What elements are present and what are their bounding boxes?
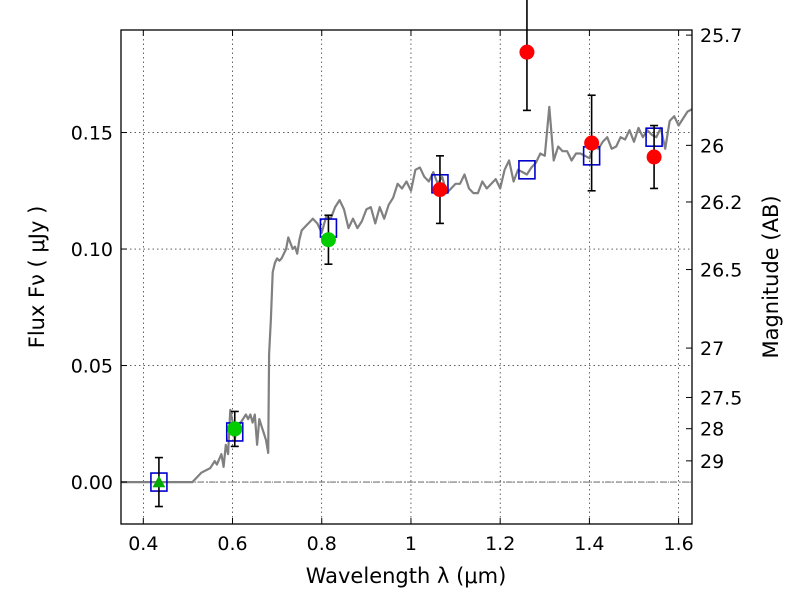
model-spectrum <box>121 105 693 484</box>
flux-point <box>227 421 243 437</box>
y2-tick-label: 26 <box>700 135 724 157</box>
y-axis-label: Flux Fν ( μJy ) <box>25 206 49 349</box>
data-point <box>432 155 448 225</box>
flux-point <box>432 182 448 198</box>
y2-tick-label: 28 <box>700 419 724 441</box>
y2-tick-label: 29 <box>700 451 724 473</box>
y-tick-label: 0.05 <box>71 356 113 378</box>
y2-tick-label: 26.5 <box>700 260 742 282</box>
plot-frame <box>120 29 693 525</box>
flux-point <box>584 135 600 151</box>
data-point <box>320 214 336 265</box>
data-point <box>584 94 600 192</box>
y-tick-label: 0.10 <box>71 239 113 261</box>
x-tick-label: 1 <box>405 533 417 555</box>
y-tick-label: 0.15 <box>71 123 113 145</box>
flux-point <box>646 149 662 165</box>
axis-ticks: 0.4 0.6 0.8 1 1.2 1.4 1.6 0.00 0.05 0.10 0.15 25.7 2… <box>71 25 743 555</box>
flux-point <box>519 44 535 60</box>
data-point <box>227 410 243 448</box>
y2-axis-label: Magnitude (AB) <box>759 195 783 358</box>
y-tick-label: 0.00 <box>71 472 113 494</box>
flux-point <box>320 232 336 248</box>
data-point <box>646 124 662 190</box>
x-tick-label: 0.8 <box>307 533 337 555</box>
x-axis-label: Wavelength λ (μm) <box>306 564 507 588</box>
x-tick-label: 1.4 <box>574 533 604 555</box>
y2-tick-label: 26.2 <box>700 192 742 214</box>
grid <box>121 30 692 524</box>
upper-limit-triangle <box>152 475 166 488</box>
data-marks <box>150 0 663 508</box>
x-tick-label: 1.2 <box>485 533 515 555</box>
y2-tick-label: 27 <box>700 338 724 360</box>
data-point <box>152 456 166 508</box>
model-photometry-square <box>518 160 536 180</box>
data-point <box>519 0 535 112</box>
y2-tick-label: 27.5 <box>700 387 742 409</box>
y2-tick-label: 25.7 <box>700 25 742 47</box>
x-tick-label: 1.6 <box>664 533 694 555</box>
spectrum-line <box>121 105 693 484</box>
x-tick-label: 0.4 <box>128 533 158 555</box>
x-tick-label: 0.6 <box>217 533 247 555</box>
